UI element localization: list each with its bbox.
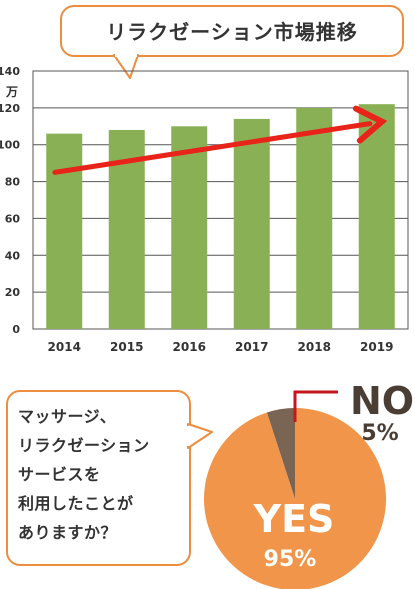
pie-slice-yes [204, 408, 386, 589]
pie-value-no: 5% [361, 421, 398, 446]
pie-value-yes: 95% [264, 547, 317, 572]
plot-frame [32, 70, 409, 330]
bar-layer [46, 104, 395, 330]
question-bubble: マッサージ、 リラクゼーション サービスを 利用したことが ありますか？ [6, 390, 191, 566]
y-tick-label: 140 [0, 65, 20, 78]
title-bubble-tail [113, 54, 139, 79]
pie-chart: NO 5% YES 95% [204, 379, 414, 589]
y-tick-label: 120 [0, 102, 20, 115]
x-tick-label: 2017 [235, 340, 268, 354]
y-tick-label: 40 [5, 249, 21, 262]
x-tick-label: 2018 [298, 340, 331, 354]
x-tick-label: 2015 [110, 340, 143, 354]
no-leader-line [293, 390, 338, 422]
bar-2014 [46, 133, 83, 329]
pie-layer [204, 408, 386, 589]
bar-2018 [296, 107, 333, 329]
y-unit-label: 万 [5, 85, 18, 99]
x-tick-label: 2019 [360, 340, 393, 354]
bar-chart: 0 20 40 60 80 100 120 140 2014 2015 2016 2017 2018 20… [0, 65, 409, 354]
bar-2019 [358, 104, 395, 329]
trend-arrow-shaft [52, 121, 373, 175]
grid-layer [32, 70, 409, 330]
question-bubble-tail [186, 423, 213, 449]
bar-2017 [233, 118, 270, 329]
y-tick-label: 60 [5, 212, 21, 225]
x-tick-label: 2014 [48, 340, 81, 354]
pie-slice-no [266, 408, 295, 499]
y-tick-label: 80 [5, 176, 21, 189]
chart-title: リラクゼーション市場推移 [106, 20, 358, 44]
bar-2016 [171, 126, 208, 330]
label-layer: 0 20 40 60 80 100 120 140 2014 2015 2016 2017 2018 20… [0, 65, 393, 354]
pie-label-no: NO [350, 379, 414, 423]
title-bubble: リラクゼーション市場推移 [60, 5, 404, 57]
y-tick-label: 20 [5, 286, 21, 299]
question-text: マッサージ、 リラクゼーション サービスを 利用したことが ありますか？ [18, 407, 150, 542]
y-tick-label: 100 [0, 139, 20, 152]
y-tick-label: 0 [12, 323, 20, 336]
trend-arrow-head [352, 105, 388, 144]
trend-arrow [52, 105, 388, 175]
x-tick-label: 2016 [173, 340, 206, 354]
pie-label-yes: YES [253, 497, 335, 541]
